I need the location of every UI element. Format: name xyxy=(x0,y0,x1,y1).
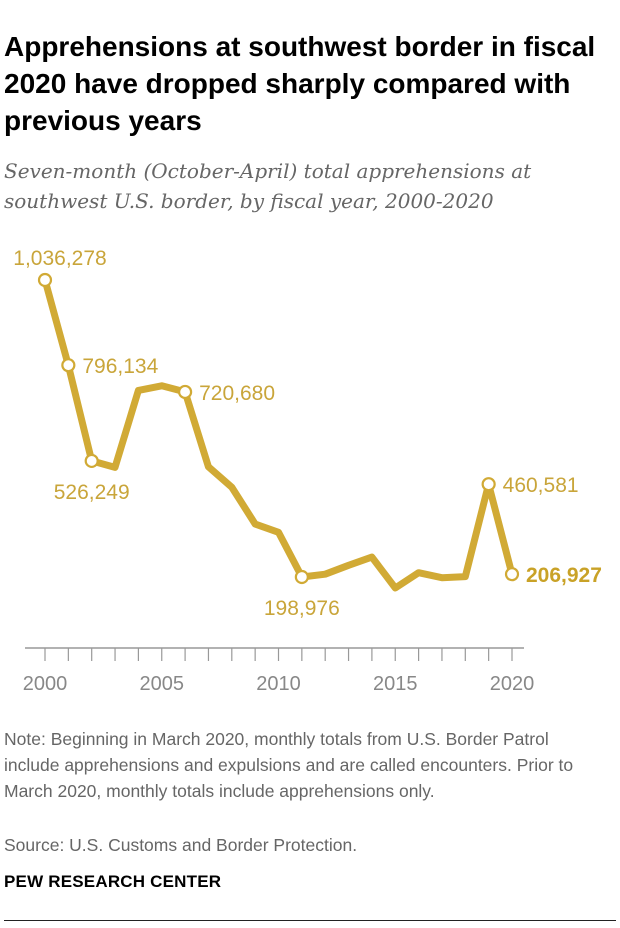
data-marker xyxy=(294,569,309,585)
data-label: 198,976 xyxy=(264,597,340,620)
x-tick-label: 2000 xyxy=(23,673,68,695)
data-marker xyxy=(84,453,99,469)
data-label: 1,036,278 xyxy=(13,247,106,270)
x-tick-label: 2010 xyxy=(256,673,301,695)
chart-note: Note: Beginning in March 2020, monthly t… xyxy=(4,729,574,801)
data-label: 206,927 xyxy=(526,564,602,587)
x-tick-label: 2015 xyxy=(373,673,418,695)
data-marker xyxy=(37,272,53,288)
data-marker xyxy=(178,384,193,400)
data-label: 526,249 xyxy=(54,481,130,504)
organization-name: PEW RESEARCH CENTER xyxy=(4,872,222,891)
data-marker xyxy=(481,477,496,492)
line-chart: 2000 2005 2010 2015 2020 1,036,278 796,134 526… xyxy=(13,247,602,695)
data-marker xyxy=(61,358,76,373)
chart-title: Apprehensions at southwest border in fis… xyxy=(4,31,596,136)
chart-source: Source: U.S. Customs and Border Protecti… xyxy=(4,835,358,855)
data-label: 796,134 xyxy=(82,355,158,378)
x-axis: 2000 2005 2010 2015 2020 xyxy=(23,647,535,695)
bottom-divider xyxy=(4,920,616,921)
data-markers xyxy=(37,272,520,585)
data-marker xyxy=(504,567,520,582)
x-tick-label: 2005 xyxy=(140,673,185,695)
data-label: 460,581 xyxy=(503,474,579,497)
x-tick-label: 2020 xyxy=(490,673,535,695)
series-line xyxy=(41,276,516,592)
data-label: 720,680 xyxy=(199,382,275,405)
chart-subtitle: Seven-month (October-April) total appreh… xyxy=(4,159,532,213)
data-labels: 1,036,278 796,134 526,249 720,680 198,976 460… xyxy=(13,247,602,620)
